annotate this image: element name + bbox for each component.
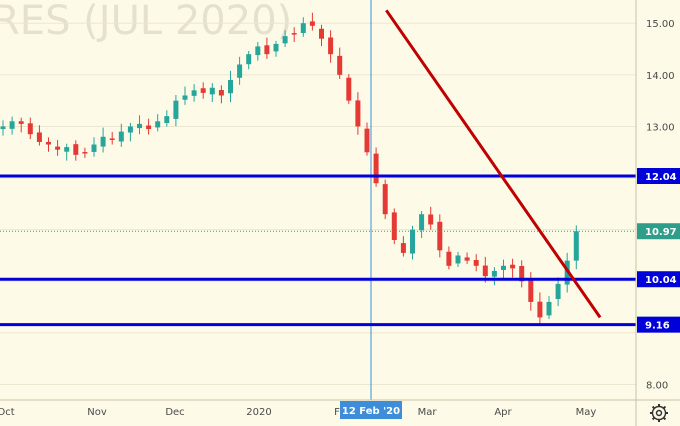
candle-body xyxy=(9,121,15,129)
candle-body xyxy=(218,90,224,96)
grid xyxy=(0,22,636,386)
candle-body xyxy=(109,138,115,140)
candle-body xyxy=(573,231,579,261)
candle-body xyxy=(146,125,152,130)
candle-body xyxy=(528,280,534,302)
candle-body xyxy=(382,184,388,215)
candle-body xyxy=(91,144,97,152)
plot-area xyxy=(0,0,636,400)
candle-body xyxy=(55,146,61,150)
candle-body xyxy=(446,251,452,266)
x-tick-label: F xyxy=(334,407,340,418)
candle-body xyxy=(127,126,133,133)
candle-body xyxy=(46,141,51,145)
x-tick-label: Oct xyxy=(0,407,15,418)
candle-body xyxy=(200,88,206,93)
x-tick-label: Mar xyxy=(418,407,438,418)
y-tick-label: 8.00 xyxy=(646,381,668,392)
crosshair-date-label: 12 Feb '20 xyxy=(342,406,400,417)
level-labels: 12.04 10.97 10.04 9.16 xyxy=(637,168,680,333)
level-badge xyxy=(637,271,680,288)
candle-body xyxy=(355,100,361,127)
y-tick-label: 15.00 xyxy=(646,19,675,30)
candle-body xyxy=(364,128,370,153)
candle-body xyxy=(36,132,42,142)
settings-button[interactable] xyxy=(650,404,668,422)
x-tick-label: 2020 xyxy=(246,407,271,418)
candle-body xyxy=(73,144,79,155)
y-tick-label: 14.00 xyxy=(646,71,675,82)
candle-body xyxy=(546,301,552,316)
candle-body xyxy=(155,121,161,128)
candle-body xyxy=(82,152,88,154)
candle-body xyxy=(264,45,270,55)
candle-body xyxy=(510,264,516,269)
candle-body xyxy=(519,265,525,282)
candle-body xyxy=(246,54,252,65)
gear-icon xyxy=(650,404,668,422)
candle-body xyxy=(537,301,543,318)
candle-body xyxy=(455,255,461,264)
y-axis: 15.00 14.00 13.00 8.00 xyxy=(646,19,675,391)
candle-body xyxy=(237,64,243,78)
candle-body xyxy=(337,55,343,75)
candle-body xyxy=(428,214,434,225)
candle-body xyxy=(291,33,297,35)
candle-body xyxy=(419,214,425,231)
candle-body xyxy=(482,265,488,277)
watermark-text: RES (JUL 2020) xyxy=(0,0,292,44)
candle-body xyxy=(373,153,379,184)
x-axis: Oct Nov Dec 2020 F Mar Apr May 12 Feb '20 xyxy=(0,401,596,419)
candle-body xyxy=(118,131,124,142)
candle-body xyxy=(100,136,106,147)
candle-body xyxy=(346,77,352,101)
candle-body xyxy=(273,43,279,52)
candle-body xyxy=(391,212,397,240)
candle-body xyxy=(501,265,506,270)
candle-body xyxy=(0,126,6,130)
candle-body xyxy=(555,283,561,300)
candle-body xyxy=(137,123,142,129)
candle-body xyxy=(309,21,315,26)
x-tick-label: Apr xyxy=(494,407,512,418)
candle-body xyxy=(300,23,306,34)
candle-body xyxy=(191,90,197,96)
candle-body xyxy=(173,100,179,119)
candle-body xyxy=(27,123,33,135)
candle-body xyxy=(64,147,70,152)
candle-body xyxy=(255,46,261,56)
candle-body xyxy=(319,28,324,39)
level-label: 9.16 xyxy=(645,321,670,332)
y-tick-label: 13.00 xyxy=(646,122,675,133)
candle-body xyxy=(400,243,406,253)
crosshair-date-badge xyxy=(340,401,402,419)
candle-body xyxy=(464,257,470,261)
candle-body xyxy=(182,95,188,100)
x-tick-label: Nov xyxy=(87,407,107,418)
candle-body xyxy=(209,87,215,95)
candle-body xyxy=(282,36,288,44)
candle-body xyxy=(18,121,24,124)
candle-body xyxy=(437,221,443,251)
candle-body xyxy=(328,37,334,55)
candle-body xyxy=(491,270,497,277)
last-price-label: 10.97 xyxy=(645,227,677,238)
candle-body xyxy=(164,116,170,124)
candle-body xyxy=(473,260,479,266)
trend-line[interactable] xyxy=(385,9,602,319)
level-label: 12.04 xyxy=(645,172,677,183)
x-tick-label: Dec xyxy=(165,407,184,418)
last-price-badge xyxy=(637,223,680,240)
candle-body xyxy=(410,229,415,254)
level-badge xyxy=(637,168,680,184)
level-label: 10.04 xyxy=(645,275,677,286)
candle-body xyxy=(228,80,233,94)
x-tick-label: May xyxy=(576,407,597,418)
level-badge xyxy=(637,316,680,333)
